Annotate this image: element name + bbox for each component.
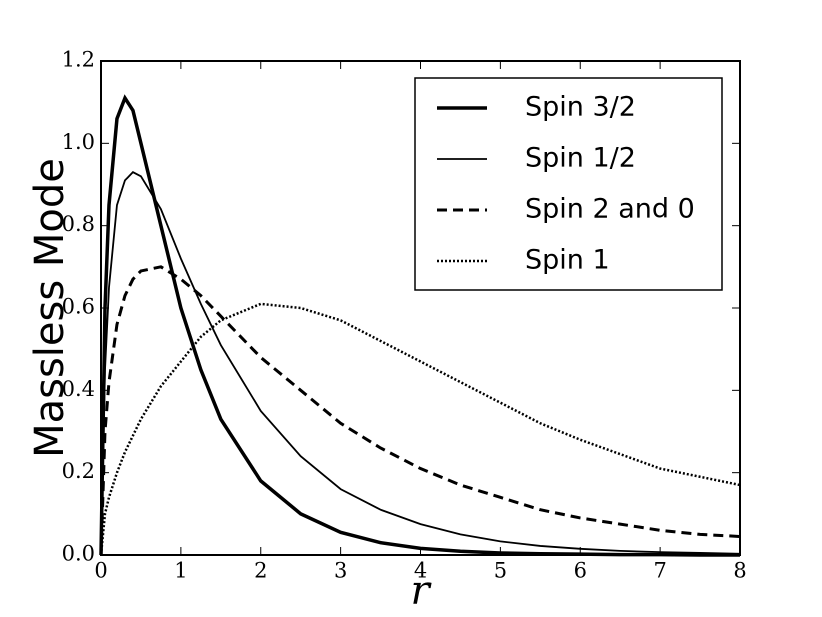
y-tick-label: 1.0 bbox=[62, 130, 95, 154]
x-tick-label: 3 bbox=[334, 559, 347, 583]
series-line bbox=[99, 265, 741, 556]
x-tick-label: 4 bbox=[414, 559, 427, 583]
x-axis-label: r bbox=[410, 568, 432, 614]
legend-label: Spin 3/2 bbox=[525, 92, 636, 123]
x-tick-label: 6 bbox=[574, 559, 587, 583]
series-line bbox=[100, 171, 741, 556]
legend-box bbox=[414, 77, 723, 291]
x-tick-label: 1 bbox=[174, 559, 187, 583]
legend-label: Spin 2 and 0 bbox=[525, 194, 695, 225]
y-tick-label: 1.2 bbox=[62, 48, 95, 72]
y-tick-label: 0.8 bbox=[62, 212, 95, 236]
x-tick-label: 7 bbox=[653, 559, 666, 583]
x-tick-label: 2 bbox=[254, 559, 267, 583]
plot-frame bbox=[100, 60, 741, 556]
y-tick-label: 0.4 bbox=[62, 377, 95, 401]
series-line bbox=[99, 302, 741, 556]
x-tick-label: 8 bbox=[733, 559, 746, 583]
y-tick-label: 0.0 bbox=[62, 542, 95, 566]
legend-label: Spin 1/2 bbox=[525, 143, 636, 174]
x-tick-label: 5 bbox=[494, 559, 507, 583]
y-tick-label: 0.6 bbox=[62, 295, 95, 319]
y-tick-label: 0.2 bbox=[62, 459, 95, 483]
legend-label: Spin 1 bbox=[525, 245, 610, 276]
x-tick-label: 0 bbox=[94, 559, 107, 583]
y-axis-label: Massless Mode bbox=[27, 158, 73, 458]
